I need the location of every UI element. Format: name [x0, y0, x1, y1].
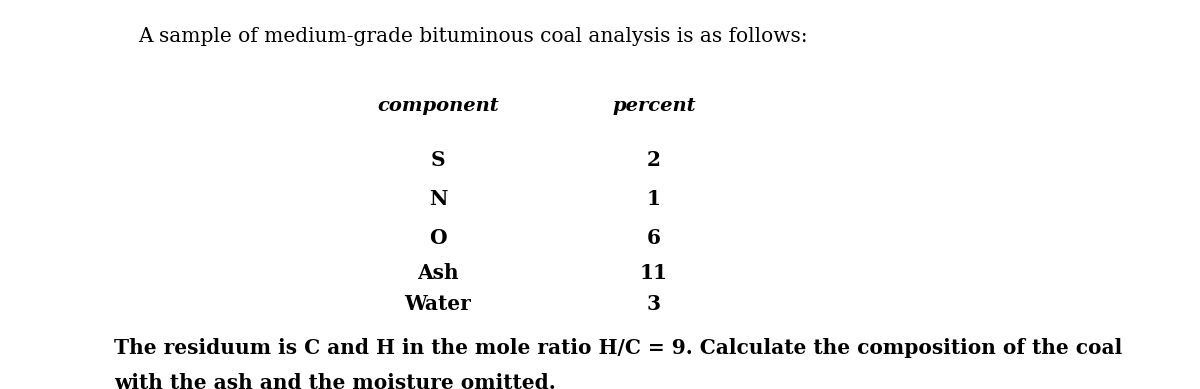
Text: 2: 2	[647, 150, 661, 170]
Text: O: O	[430, 228, 446, 247]
Text: with the ash and the moisture omitted.: with the ash and the moisture omitted.	[114, 373, 556, 389]
Text: A sample of medium-grade bituminous coal analysis is as follows:: A sample of medium-grade bituminous coal…	[138, 27, 808, 46]
Text: S: S	[431, 150, 445, 170]
Text: The residuum is C and H in the mole ratio H/C = 9. Calculate the composition of : The residuum is C and H in the mole rati…	[114, 338, 1122, 358]
Text: Water: Water	[404, 294, 472, 314]
Text: 1: 1	[647, 189, 661, 209]
Text: 11: 11	[640, 263, 668, 282]
Text: 6: 6	[647, 228, 661, 247]
Text: Ash: Ash	[418, 263, 458, 282]
Text: component: component	[377, 97, 499, 115]
Text: N: N	[428, 189, 448, 209]
Text: 3: 3	[647, 294, 661, 314]
Text: percent: percent	[612, 97, 696, 115]
